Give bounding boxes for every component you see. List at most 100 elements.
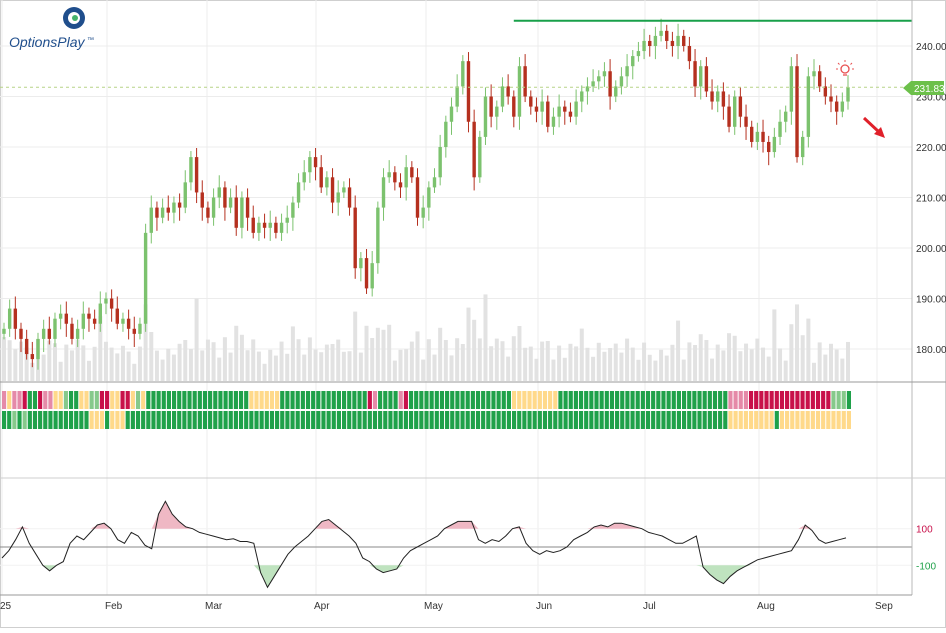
signal-cell [779, 411, 785, 429]
volume-bar [392, 360, 397, 381]
signal-cell [748, 391, 754, 409]
volume-bar [647, 354, 652, 381]
signal-cell [532, 391, 537, 409]
volume-bar [183, 340, 188, 381]
signal-cell [748, 411, 754, 429]
candle-body [234, 197, 238, 228]
signal-cell [89, 411, 94, 429]
signal-cell [692, 411, 697, 429]
signal-cell [656, 411, 661, 429]
volume-bar [341, 351, 346, 381]
candle-body [87, 313, 91, 319]
volume-bar [483, 294, 488, 381]
candle-body [370, 263, 374, 289]
signal-cell [738, 411, 743, 429]
volume-bar [755, 338, 760, 381]
signal-cell [84, 391, 89, 409]
volume-bar [591, 356, 596, 381]
signal-cell [609, 411, 615, 429]
signal-cell [393, 411, 398, 429]
x-tick-label: Aug [757, 601, 775, 612]
down-arrow-icon[interactable] [862, 116, 885, 138]
signal-cell [429, 391, 434, 409]
signal-cell [197, 391, 202, 409]
candle-body [404, 167, 408, 188]
volume-bar [727, 333, 732, 381]
volume-bar [455, 338, 460, 381]
y-tick-label: 180.00 [916, 345, 946, 356]
signal-cell [300, 391, 305, 409]
signal-cell [12, 391, 17, 409]
signal-cell [290, 391, 295, 409]
signal-cell [470, 411, 475, 429]
volume-bar [75, 339, 80, 381]
volume-bar [336, 339, 341, 381]
volume-bar [574, 346, 579, 381]
signal-cell [321, 391, 326, 409]
signal-cell [635, 391, 640, 409]
signal-cell [651, 391, 656, 409]
volume-bar [659, 349, 664, 381]
signal-cell [563, 411, 568, 429]
signal-cell [295, 391, 300, 409]
volume-bar [517, 326, 522, 381]
signal-cell [383, 391, 388, 409]
signal-cell [223, 411, 228, 429]
lightbulb-icon[interactable] [836, 60, 854, 76]
signal-cell [166, 391, 171, 409]
volume-bar [738, 351, 743, 381]
signal-cell [785, 411, 790, 429]
signal-cell [27, 391, 32, 409]
signal-cell [615, 411, 620, 429]
volume-bar [115, 353, 120, 381]
signal-cell [682, 411, 687, 429]
volume-bar [613, 343, 618, 381]
volume-bar [58, 361, 63, 381]
candle-body [217, 187, 221, 198]
signal-cell [156, 411, 161, 429]
signal-cell [707, 391, 712, 409]
volume-bar [18, 341, 23, 381]
signal-cell [769, 411, 774, 429]
candle-body [160, 207, 165, 218]
bulb-ray-right [850, 62, 853, 65]
signal-cell [48, 391, 53, 409]
price-tag-shape [903, 81, 944, 95]
volume-bar [557, 345, 562, 381]
signal-cell [311, 411, 316, 429]
candle-body [155, 207, 159, 218]
volume-bar [319, 352, 324, 381]
signal-cell [568, 391, 573, 409]
candle-body [376, 207, 380, 264]
candle-body [750, 126, 754, 142]
volume-layer [2, 294, 850, 381]
candle-body [121, 318, 125, 324]
signal-cell [836, 411, 841, 429]
oscillator-panel: 100 -100 [0, 500, 936, 589]
signal-cell [424, 411, 429, 429]
signal-cell [58, 391, 63, 409]
candle-body [109, 298, 114, 309]
volume-bar [137, 346, 142, 381]
optionsplay-logo[interactable]: OptionsPlay ™ [9, 7, 94, 50]
signal-cell [321, 411, 326, 429]
signal-cell [316, 411, 321, 429]
signal-cell [192, 391, 197, 409]
signal-cell [599, 411, 604, 429]
volume-bar [619, 352, 624, 381]
candle-body [806, 76, 811, 137]
candle-body [149, 207, 153, 233]
signal-cell [2, 411, 7, 429]
candle-body [778, 121, 782, 137]
signal-cell [671, 391, 676, 409]
candle-body [772, 136, 777, 153]
signal-cell [573, 391, 578, 409]
candle-body [132, 328, 136, 334]
signal-cell [682, 391, 687, 409]
signal-cell [414, 391, 419, 409]
signal-cell [795, 391, 800, 409]
signal-cell [280, 411, 285, 429]
volume-bar [64, 344, 69, 381]
signal-cell [548, 391, 553, 409]
signal-cell [372, 391, 378, 409]
